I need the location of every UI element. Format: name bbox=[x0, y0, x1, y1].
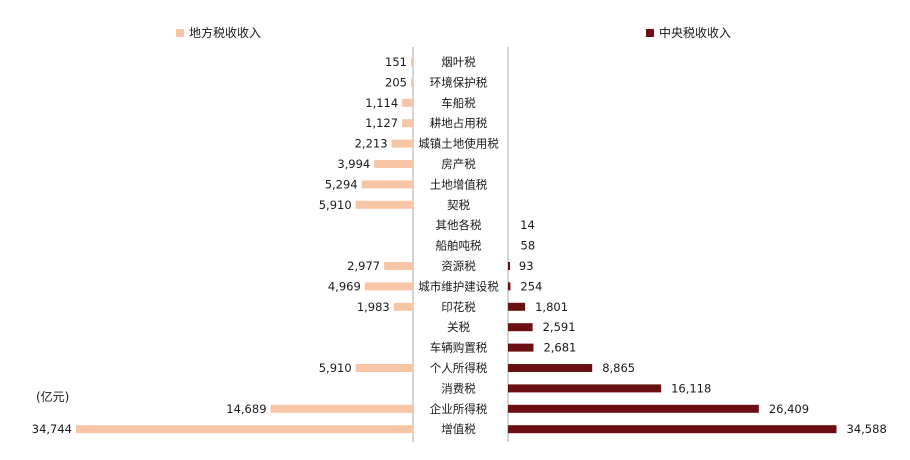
local-bar bbox=[361, 180, 413, 189]
central-bar bbox=[508, 364, 593, 372]
local-bar bbox=[355, 364, 413, 372]
central-bar bbox=[508, 425, 837, 434]
category-label: 个人所得税 bbox=[430, 361, 488, 375]
local-bar bbox=[76, 425, 413, 434]
category-label: 耕地占用税 bbox=[430, 116, 488, 130]
category-label: 船舶吨税 bbox=[436, 239, 482, 253]
category-label: 土地增值税 bbox=[430, 177, 488, 191]
local-value-label: 2,977 bbox=[347, 259, 380, 273]
category-label: 烟叶税 bbox=[441, 55, 476, 69]
local-value-label: 205 bbox=[385, 75, 407, 89]
category-label: 资源税 bbox=[441, 259, 476, 273]
category-label: 增值税 bbox=[441, 422, 476, 436]
local-bar bbox=[402, 119, 413, 128]
local-bar bbox=[411, 58, 413, 66]
legend-central-swatch bbox=[646, 28, 654, 37]
legend-central-label: 中央税收收入 bbox=[659, 26, 732, 40]
local-value-label: 1,114 bbox=[365, 96, 398, 110]
central-bar bbox=[508, 282, 511, 291]
category-label: 车辆购置税 bbox=[430, 341, 488, 355]
category-label: 其他各税 bbox=[436, 218, 482, 232]
central-bar bbox=[508, 323, 533, 332]
category-label: 印花税 bbox=[441, 300, 476, 314]
local-value-label: 2,213 bbox=[355, 137, 388, 151]
legend-central: 中央税收收入 bbox=[646, 24, 731, 41]
local-value-label: 1,127 bbox=[365, 116, 398, 130]
category-label: 城市维护建设税 bbox=[418, 279, 499, 293]
local-bar bbox=[374, 160, 413, 168]
local-bar bbox=[402, 98, 413, 107]
central-value-label: 254 bbox=[520, 279, 542, 293]
local-value-label: 14,689 bbox=[226, 402, 266, 416]
local-value-label: 151 bbox=[385, 55, 407, 69]
local-bar bbox=[391, 139, 413, 148]
category-label: 关税 bbox=[447, 320, 470, 334]
category-label: 消费税 bbox=[441, 381, 476, 395]
category-label: 房产税 bbox=[441, 157, 476, 171]
category-label: 企业所得税 bbox=[430, 402, 488, 416]
central-value-label: 8,865 bbox=[602, 361, 635, 375]
category-label: 契税 bbox=[447, 198, 470, 212]
local-bar bbox=[270, 404, 413, 413]
legend-local-swatch bbox=[176, 28, 184, 37]
local-value-label: 34,744 bbox=[32, 422, 72, 436]
unit-label: (亿元) bbox=[36, 390, 70, 404]
local-bar bbox=[364, 282, 413, 291]
local-bar bbox=[393, 302, 413, 311]
central-value-label: 34,588 bbox=[847, 422, 887, 436]
central-value-label: 16,118 bbox=[671, 381, 711, 395]
local-value-label: 3,994 bbox=[337, 157, 370, 171]
central-value-label: 26,409 bbox=[769, 402, 809, 416]
central-value-label: 58 bbox=[521, 239, 536, 253]
legend-local-label: 地方税收收入 bbox=[189, 26, 262, 40]
central-value-label: 2,591 bbox=[543, 320, 576, 334]
local-bar bbox=[411, 78, 413, 87]
central-value-label: 1,801 bbox=[535, 300, 568, 314]
local-value-label: 1,983 bbox=[357, 300, 390, 314]
category-label: 车船税 bbox=[441, 96, 476, 110]
central-value-label: 14 bbox=[520, 218, 535, 232]
local-value-label: 5,910 bbox=[319, 361, 352, 375]
local-value-label: 5,910 bbox=[319, 198, 352, 212]
central-value-label: 2,681 bbox=[543, 341, 576, 355]
central-value-label: 93 bbox=[519, 259, 534, 273]
category-label: 环境保护税 bbox=[430, 75, 488, 89]
central-bar bbox=[508, 302, 526, 311]
central-bar bbox=[508, 384, 662, 393]
local-value-label: 5,294 bbox=[325, 177, 358, 191]
central-bar bbox=[508, 343, 534, 352]
local-bar bbox=[355, 200, 413, 209]
local-value-label: 4,969 bbox=[328, 279, 361, 293]
central-bar bbox=[508, 262, 510, 270]
central-bar bbox=[508, 404, 759, 413]
local-bar bbox=[384, 262, 413, 270]
category-label: 城镇土地使用税 bbox=[418, 137, 499, 151]
legend-local: 地方税收收入 bbox=[176, 24, 261, 41]
